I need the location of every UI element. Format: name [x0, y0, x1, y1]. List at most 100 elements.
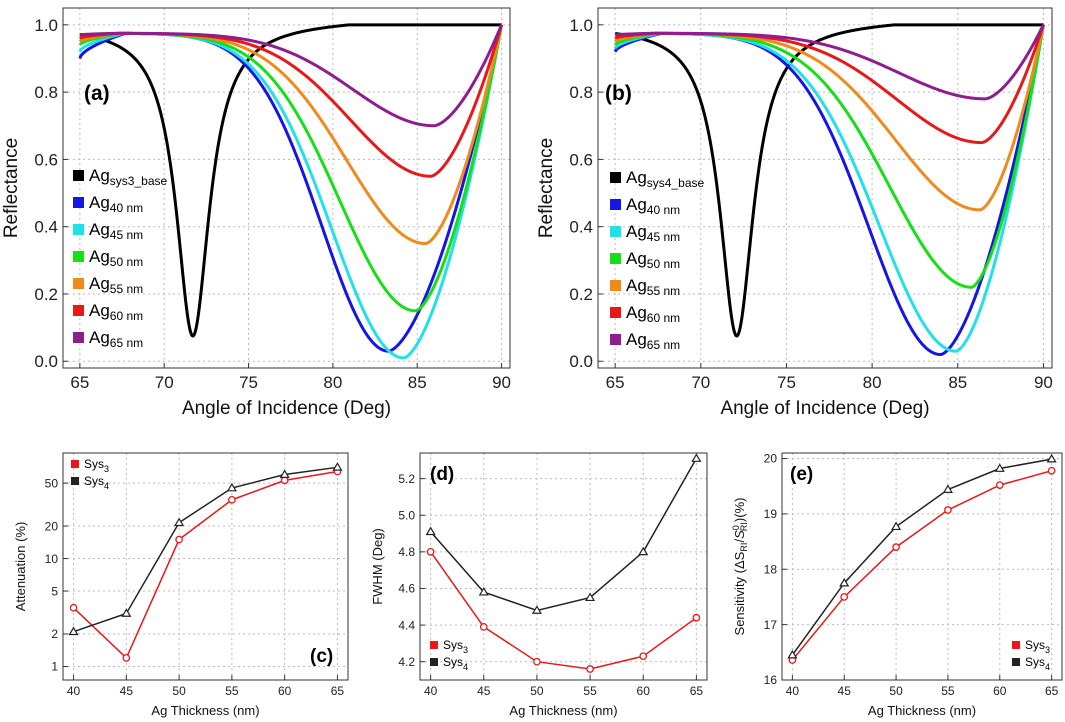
legend-swatch	[73, 224, 84, 235]
y-axis-label: Reflectance	[536, 138, 557, 238]
x-axis-label: Angle of Incidence (Deg)	[182, 398, 391, 419]
plot-frame	[597, 7, 1053, 369]
data-point-sys3	[280, 476, 289, 485]
legend-base: Ag	[89, 166, 110, 185]
legend-sub: 55 nm	[647, 284, 680, 298]
y-axis-label: Attenuation (%)	[13, 522, 28, 612]
data-point-sys3	[122, 654, 131, 662]
y-tick-label: 4.6	[398, 582, 415, 596]
y-axis-label-part: S	[732, 530, 747, 539]
series-line-65-nm	[614, 24, 1045, 101]
y-tick-label: 0.2	[569, 285, 593, 304]
legend-base: Ag	[89, 274, 110, 293]
data-point-sys3	[639, 652, 648, 661]
x-tick-label: 65	[690, 684, 704, 698]
legend-swatch	[73, 278, 84, 289]
data-point-sys4	[891, 521, 902, 531]
legend-label: Sys3	[1025, 638, 1050, 655]
plot-frame	[419, 452, 708, 681]
series-line-60-nm	[79, 24, 504, 178]
data-layer	[78, 23, 504, 360]
legend-swatch	[610, 226, 621, 237]
data-point-sys4	[478, 586, 489, 596]
legend-sub: 50 nm	[110, 255, 143, 269]
legend-sub: 55 nm	[110, 282, 143, 296]
legend-label: Ag55 nm	[89, 274, 143, 296]
data-layer	[613, 23, 1045, 357]
y-axis-label-part: RI	[739, 543, 749, 552]
data-point-sys4	[121, 608, 132, 617]
y-tick-label: 0.2	[34, 285, 58, 304]
legend-base: Ag	[626, 168, 647, 187]
y-tick-label: 1.0	[569, 16, 593, 35]
panel-d: 40 45 50 55 60 65 4.2 4.4 4.6 4.8 5.0 5.2 Ag Thickne…	[370, 452, 708, 718]
legend-base: Ag	[89, 301, 110, 320]
legend-swatch	[73, 305, 84, 316]
data-point-sys3	[533, 657, 541, 666]
legend-base: Ag	[626, 330, 647, 349]
legend-base: Sys	[443, 638, 463, 652]
series-line-sys3_base	[79, 23, 503, 338]
series-line-45-nm	[78, 24, 504, 360]
x-axis-label: Angle of Incidence (Deg)	[720, 398, 929, 419]
legend-label: Ag60 nm	[626, 303, 680, 325]
x-tick-label: 55	[941, 684, 955, 698]
legend-swatch	[610, 334, 621, 345]
legend-swatch	[430, 658, 438, 666]
legend-label: Ag55 nm	[626, 276, 680, 298]
y-axis-label-part: )(%)	[732, 498, 747, 523]
x-axis-label: Ag Thickness (nm)	[868, 703, 976, 718]
data-point-sys4	[332, 462, 343, 471]
data-layer	[425, 453, 702, 673]
x-tick-label: 40	[67, 684, 81, 698]
legend-label: Agsys4_base	[626, 168, 704, 190]
legend-base: Ag	[626, 249, 647, 268]
x-tick-label: 45	[838, 684, 852, 698]
data-point-sys4	[787, 649, 798, 659]
x-tick-label: 80	[323, 373, 342, 392]
legend-label: Ag50 nm	[626, 249, 680, 271]
y-tick-label: 5	[51, 584, 58, 598]
panel-label: (d)	[430, 464, 454, 485]
legend-sub: 50 nm	[647, 257, 680, 271]
legend-sub: 3	[1045, 645, 1050, 655]
legend-sub: 45 nm	[110, 228, 143, 242]
x-tick-label: 65	[331, 684, 345, 698]
y-tick-label: 4.8	[398, 545, 415, 559]
y-tick-label: 2	[51, 627, 58, 641]
panel-label: (e)	[790, 464, 813, 485]
legend-base: Ag	[89, 247, 110, 266]
legend-swatch	[71, 477, 79, 485]
legend-base: Sys	[1025, 655, 1045, 669]
y-tick-label: 0.0	[569, 352, 593, 371]
data-point-sys4	[994, 463, 1005, 472]
x-axis-label: Ag Thickness (nm)	[151, 703, 259, 718]
legend-sub: 40 nm	[647, 203, 680, 217]
y-tick-label: 0.4	[34, 218, 58, 237]
legend-sub: 4	[104, 481, 109, 491]
y-tick-label: 1.0	[34, 16, 58, 35]
series-line-sys4	[73, 466, 338, 633]
x-tick-label: 55	[225, 684, 239, 698]
data-point-sys4	[691, 453, 702, 462]
data-point-sys3	[892, 543, 900, 551]
legend-sub: 60 nm	[647, 311, 680, 325]
legend-label: Sys4	[1025, 655, 1050, 672]
legend-base: Sys	[84, 474, 104, 488]
y-tick-label: 20	[764, 452, 778, 466]
data-point-sys4	[68, 626, 79, 636]
legend-base: Sys	[1025, 638, 1045, 652]
legend-label: Ag65 nm	[89, 328, 143, 350]
data-point-sys3	[69, 603, 78, 612]
y-tick-label: 16	[764, 673, 778, 687]
legend-base: Ag	[89, 328, 110, 347]
x-tick-label: 75	[777, 373, 796, 392]
legend-sub: 65 nm	[647, 338, 680, 352]
panel-label: (c)	[310, 646, 333, 667]
legend-base: Ag	[89, 220, 110, 239]
legend-label: Agsys3_base	[89, 166, 167, 188]
